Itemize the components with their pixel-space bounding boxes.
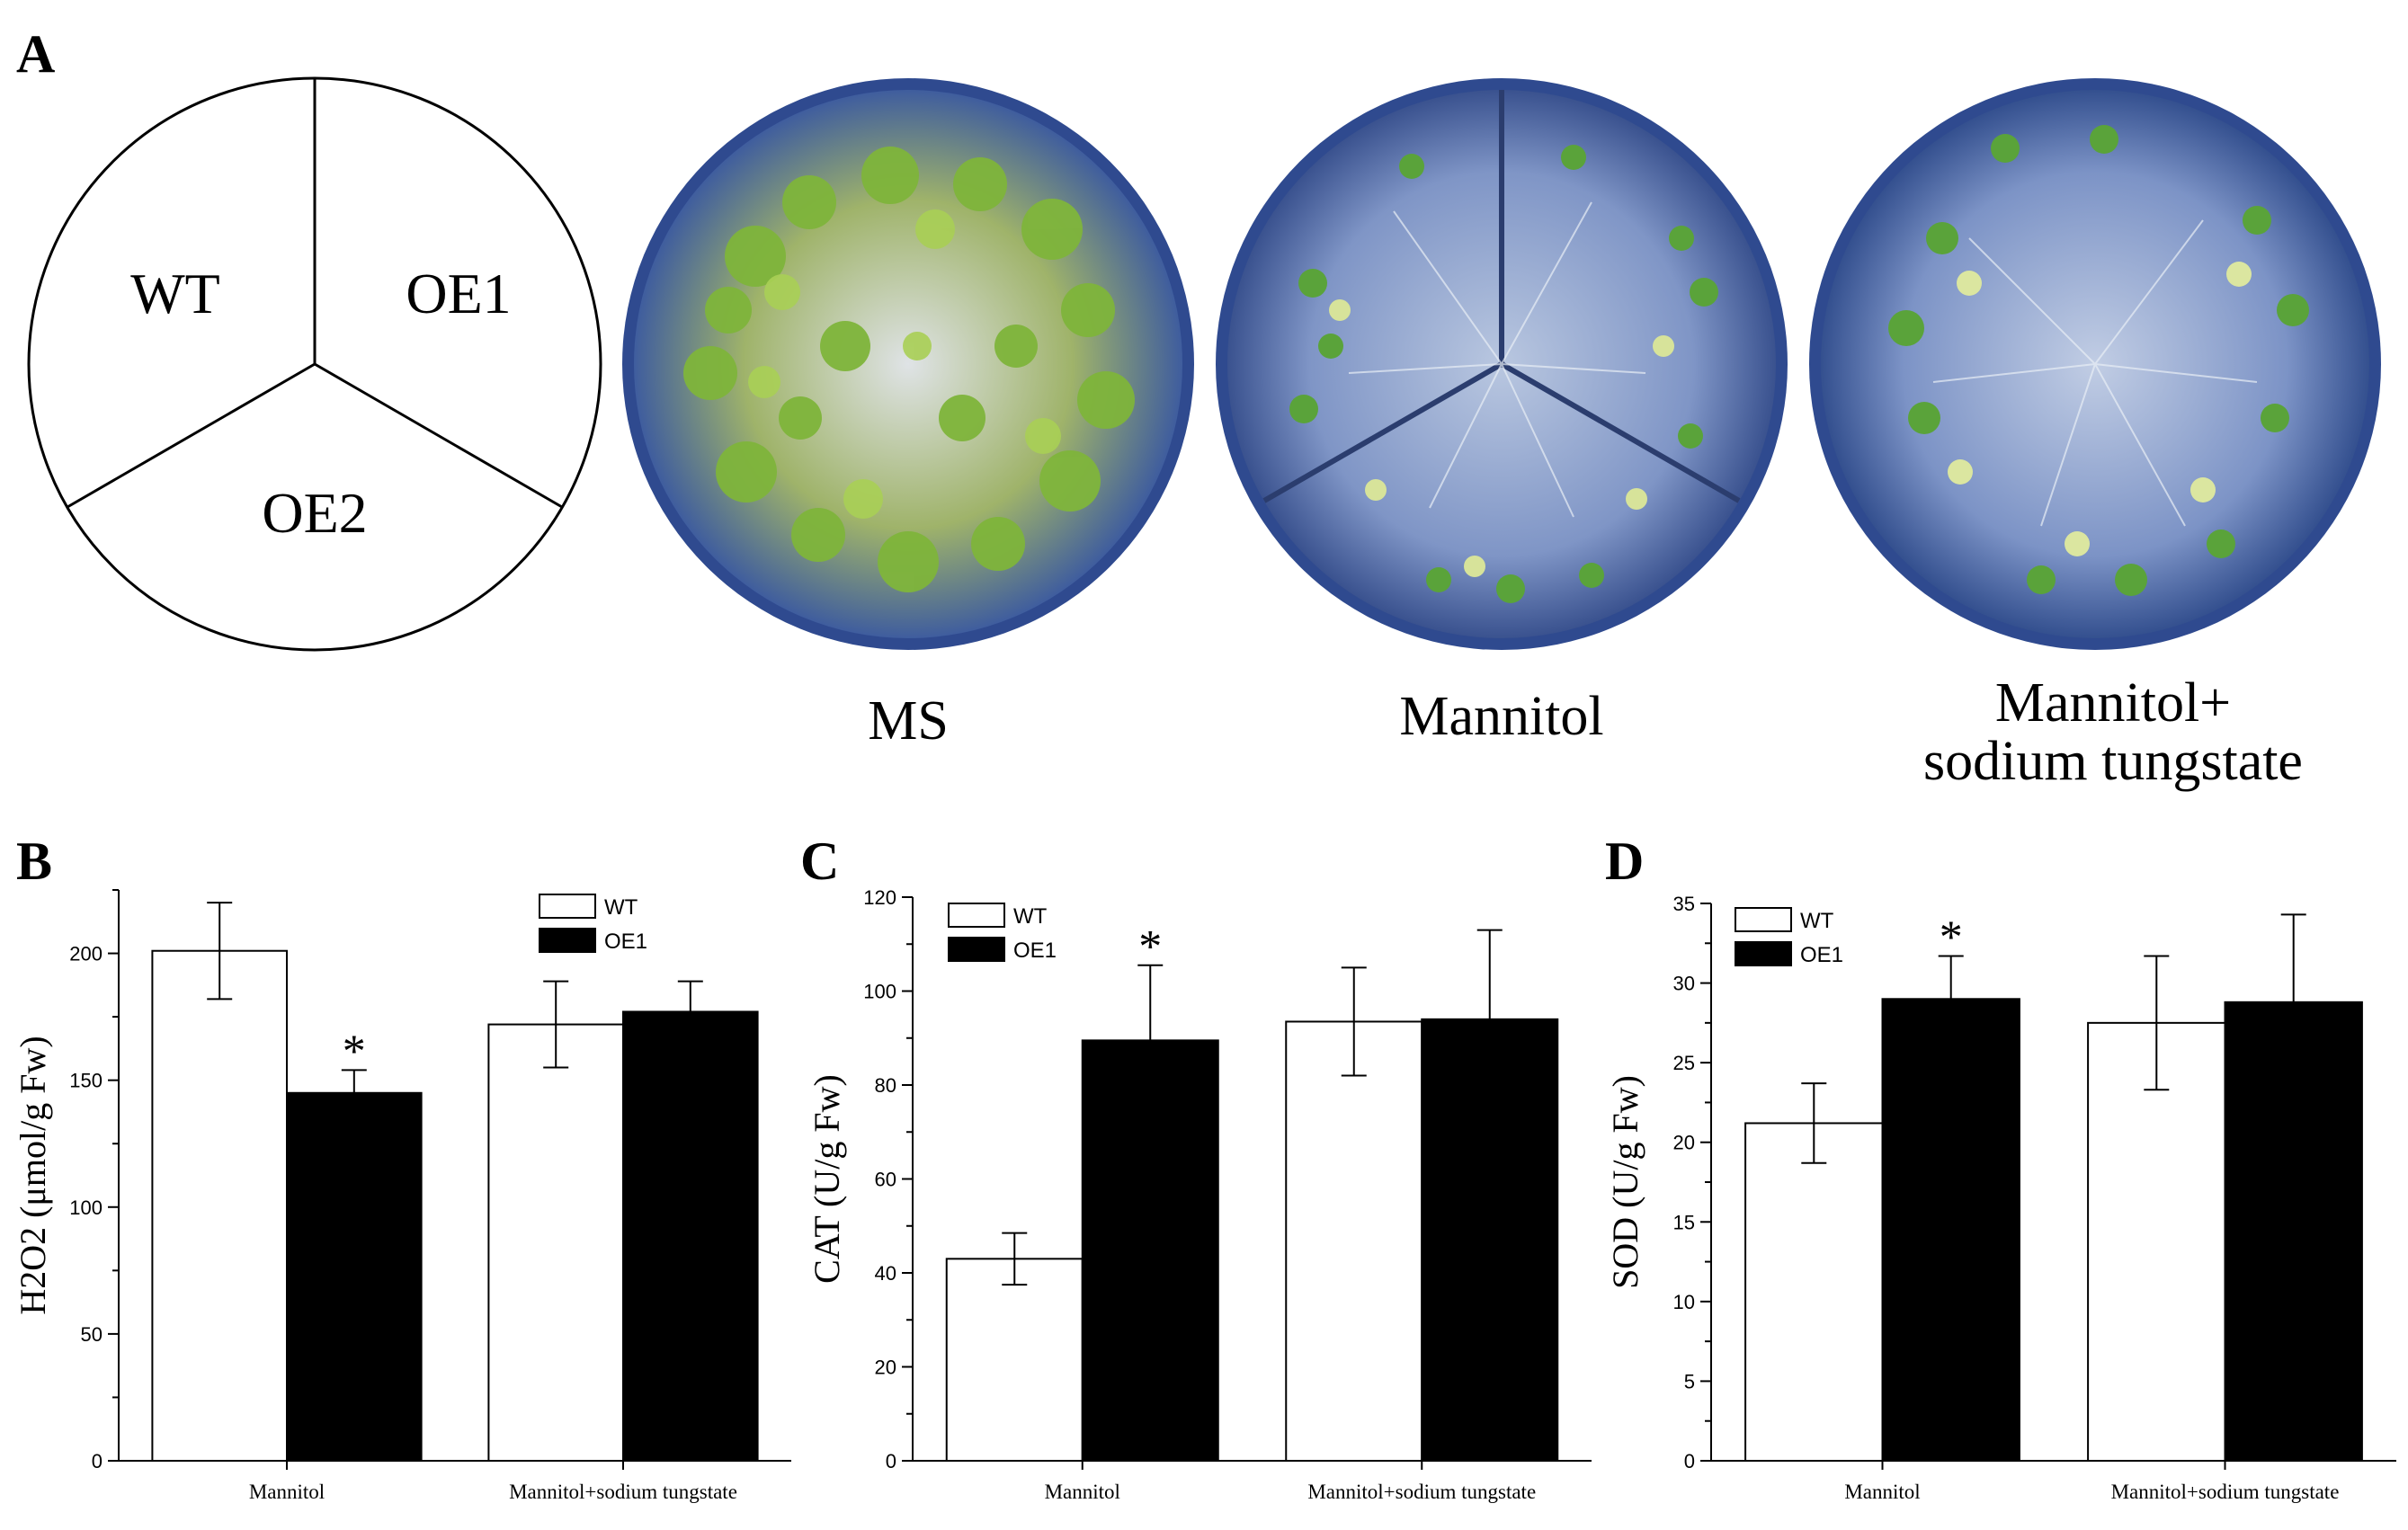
panel-label-b: B	[16, 832, 53, 891]
x-tick-label: Mannitol+sodium tungstate	[1307, 1481, 1536, 1503]
legend-swatch-wt	[948, 903, 1005, 928]
legend-swatch-wt	[1735, 907, 1792, 932]
legend-label-oe1: OE1	[1800, 943, 1843, 967]
caption-line-2: sodium tungstate	[1923, 731, 2303, 793]
bar-wt	[1744, 1122, 1884, 1462]
bar-wt	[2087, 1021, 2226, 1462]
divider-left	[67, 362, 316, 509]
x-tick-label: Mannitol+sodium tungstate	[509, 1481, 737, 1503]
y-axis-label: CAT (U/g Fw)	[807, 1074, 847, 1284]
bar-oe1	[286, 1091, 423, 1462]
y-tick-label: 20	[1673, 1132, 1695, 1154]
legend-label-oe1: OE1	[1013, 938, 1057, 963]
bar-wt	[1285, 1020, 1423, 1462]
y-tick-label: 15	[1673, 1211, 1695, 1233]
y-tick-label: 20	[875, 1357, 896, 1379]
significance-mark: *	[1138, 921, 1162, 973]
sector-label-oe1: OE1	[406, 262, 511, 325]
legend-label-wt: WT	[1800, 909, 1834, 933]
y-tick-label: 200	[69, 943, 103, 965]
cat-bar-chart: 0 20 40 60 80 100 120 CAT (U/g Fw) Mannitol Manni…	[807, 886, 1592, 1503]
legend-swatch-oe1	[948, 937, 1005, 962]
caption-mannitol: Mannitol	[1399, 686, 1604, 747]
y-tick-label: 60	[875, 1169, 896, 1191]
y-tick-label: 0	[92, 1450, 103, 1472]
legend-label-oe1: OE1	[604, 930, 647, 954]
sector-label-wt: WT	[130, 262, 220, 325]
bar-wt	[945, 1258, 1084, 1463]
y-tick-label: 35	[1673, 893, 1695, 915]
x-tick-label: Mannitol+sodium tungstate	[2111, 1481, 2340, 1503]
y-tick-label: 50	[81, 1323, 103, 1346]
y-tick-label: 100	[69, 1196, 103, 1219]
y-tick-label: 120	[863, 886, 896, 909]
legend-label-wt: WT	[604, 895, 638, 920]
x-tick-label: Mannitol	[1844, 1481, 1920, 1503]
y-tick-label: 0	[1684, 1450, 1695, 1472]
plate-layout-diagram: WT OE1 OE2	[27, 76, 602, 652]
plate-photo-mannitol-tungstate	[1809, 78, 2381, 650]
y-axis-label: H2O2 (μmol/g Fw)	[13, 1036, 53, 1314]
plate-photo-mannitol	[1216, 78, 1788, 650]
bar-oe1	[622, 1010, 759, 1462]
divider-right	[314, 362, 563, 509]
sod-bar-chart: 0 5 10 15 20 25 30 35 SOD (U/g Fw) Mannitol Mannit…	[1605, 893, 2396, 1503]
legend-swatch-oe1	[539, 928, 596, 953]
significance-mark: *	[343, 1026, 366, 1077]
x-tick-label: Mannitol	[1045, 1481, 1120, 1503]
y-tick-label: 5	[1684, 1370, 1695, 1392]
y-tick-label: 150	[69, 1070, 103, 1092]
significance-mark: *	[1940, 912, 1963, 963]
legend-label-wt: WT	[1013, 904, 1048, 929]
bar-wt	[487, 1023, 625, 1462]
bar-wt	[151, 949, 288, 1462]
y-tick-label: 40	[875, 1262, 896, 1285]
legend-swatch-wt	[539, 894, 596, 919]
y-tick-label: 80	[875, 1074, 896, 1097]
plate-photo-ms	[622, 78, 1194, 650]
y-tick-label: 30	[1673, 973, 1695, 995]
h2o2-bar-chart: 0 50 100 150 200 H2O2 (μmol/g Fw) Mannitol Mann…	[13, 889, 791, 1503]
panel-label-c: C	[800, 832, 840, 891]
y-tick-label: 25	[1673, 1052, 1695, 1074]
sector-label-oe2: OE2	[262, 481, 367, 545]
y-tick-label: 100	[863, 981, 896, 1003]
y-axis-label: SOD (U/g Fw)	[1605, 1075, 1645, 1289]
y-tick-label: 10	[1673, 1291, 1695, 1313]
caption-line-1: Mannitol+	[1994, 672, 2232, 734]
bar-oe1	[1881, 998, 2020, 1463]
panel-label-d: D	[1605, 832, 1645, 891]
x-tick-label: Mannitol	[249, 1481, 325, 1503]
caption-ms: MS	[868, 690, 949, 752]
caption-mannitol-tungstate: Mannitol+ sodium tungstate	[1870, 672, 2356, 793]
y-tick-label: 0	[886, 1450, 896, 1472]
legend-swatch-oe1	[1735, 941, 1792, 966]
panel-label-a: A	[16, 24, 56, 84]
